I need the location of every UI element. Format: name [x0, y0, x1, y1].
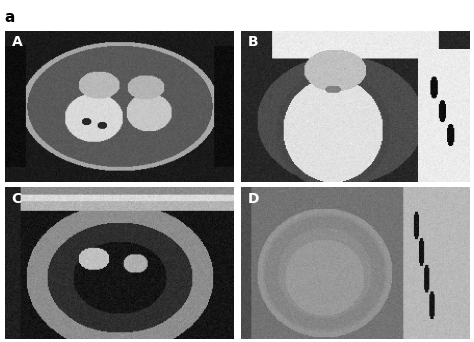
Text: a: a — [5, 10, 15, 25]
Text: B: B — [247, 35, 258, 49]
Text: A: A — [11, 35, 22, 49]
Text: C: C — [11, 192, 22, 206]
Text: D: D — [247, 192, 259, 206]
